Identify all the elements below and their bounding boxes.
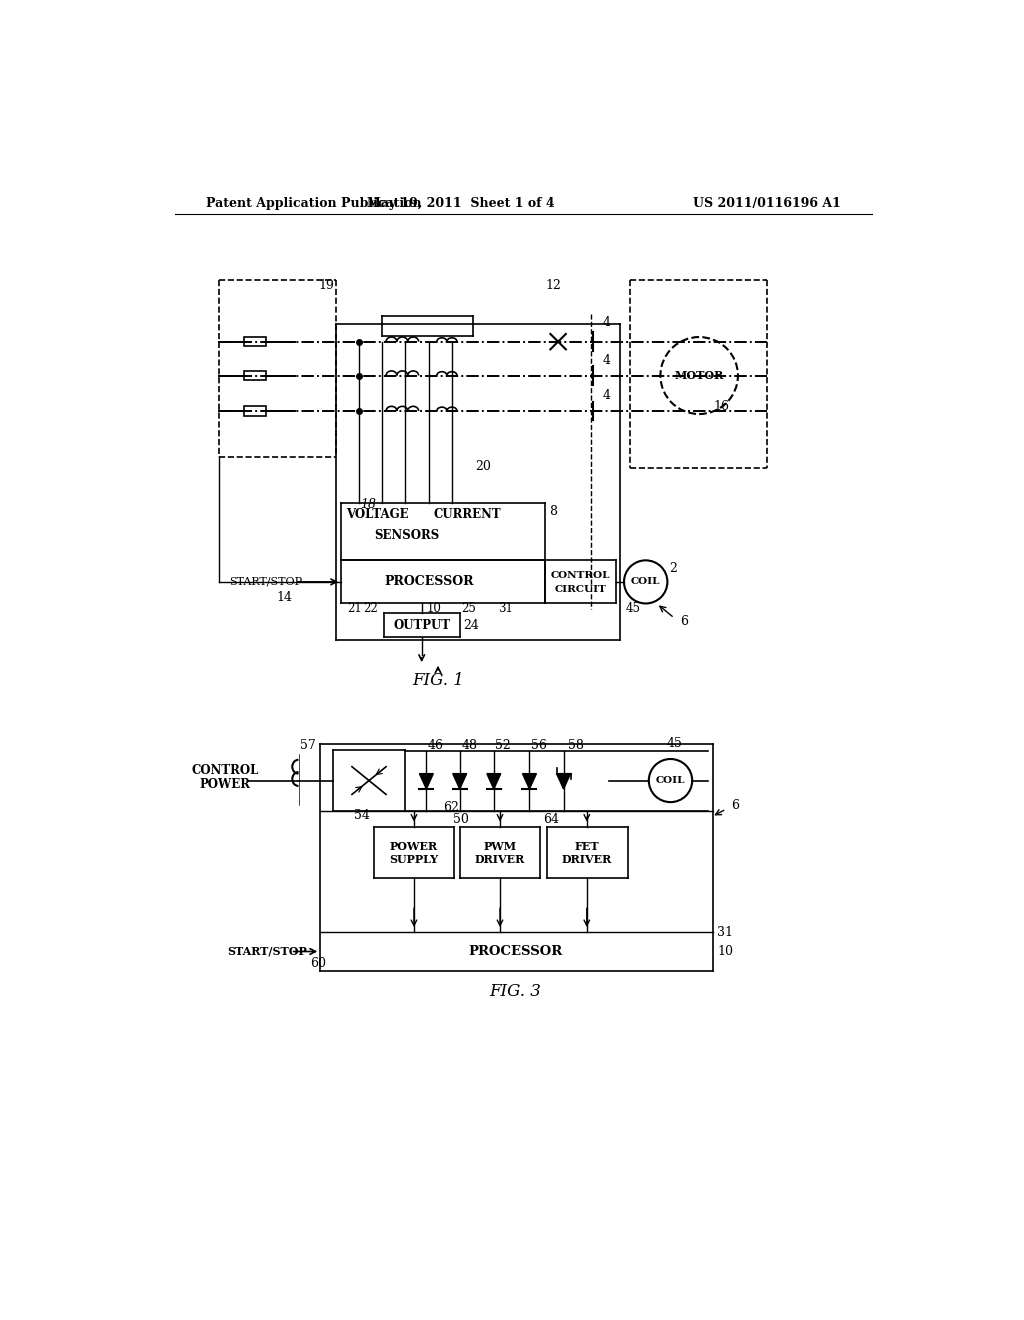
Text: 58: 58 bbox=[568, 739, 584, 751]
Text: COIL: COIL bbox=[655, 776, 685, 785]
Text: 45: 45 bbox=[667, 737, 683, 750]
Text: 19: 19 bbox=[318, 279, 335, 292]
Text: Patent Application Publication: Patent Application Publication bbox=[206, 197, 421, 210]
Text: 52: 52 bbox=[496, 739, 511, 751]
Text: 57: 57 bbox=[300, 739, 315, 752]
Text: 6: 6 bbox=[680, 615, 688, 628]
Text: 10: 10 bbox=[426, 602, 441, 615]
Text: MOTOR: MOTOR bbox=[675, 370, 724, 381]
Text: 62: 62 bbox=[443, 801, 460, 814]
Text: PWM: PWM bbox=[483, 841, 516, 851]
Bar bbox=[245, 337, 266, 346]
Text: POWER: POWER bbox=[390, 841, 438, 851]
Polygon shape bbox=[453, 774, 467, 789]
Text: 25: 25 bbox=[461, 602, 476, 615]
Text: VOLTAGE: VOLTAGE bbox=[346, 508, 409, 521]
Text: DRIVER: DRIVER bbox=[475, 854, 525, 866]
Text: US 2011/0116196 A1: US 2011/0116196 A1 bbox=[693, 197, 841, 210]
Text: 2: 2 bbox=[669, 561, 677, 574]
Text: COIL: COIL bbox=[631, 577, 660, 586]
Text: SENSORS: SENSORS bbox=[375, 529, 439, 543]
Text: 12: 12 bbox=[545, 279, 561, 292]
Text: 64: 64 bbox=[543, 813, 559, 825]
Text: 46: 46 bbox=[428, 739, 444, 751]
Text: 16: 16 bbox=[713, 400, 729, 413]
Text: 20: 20 bbox=[475, 459, 492, 473]
Text: 22: 22 bbox=[362, 602, 378, 615]
Text: POWER: POWER bbox=[200, 777, 251, 791]
Polygon shape bbox=[420, 774, 433, 789]
Polygon shape bbox=[557, 774, 570, 789]
Text: 8: 8 bbox=[549, 504, 557, 517]
Text: CONTROL: CONTROL bbox=[551, 572, 610, 581]
Text: DRIVER: DRIVER bbox=[562, 854, 612, 866]
Text: May 19, 2011  Sheet 1 of 4: May 19, 2011 Sheet 1 of 4 bbox=[368, 197, 555, 210]
Text: 4: 4 bbox=[602, 315, 610, 329]
Text: 14: 14 bbox=[276, 591, 293, 603]
Text: 56: 56 bbox=[531, 739, 547, 751]
Text: OUTPUT: OUTPUT bbox=[393, 619, 451, 631]
Text: 48: 48 bbox=[461, 739, 477, 751]
Text: START/STOP: START/STOP bbox=[228, 577, 302, 587]
Text: 54: 54 bbox=[354, 809, 370, 822]
Text: START/STOP: START/STOP bbox=[227, 946, 307, 957]
Text: FIG. 1: FIG. 1 bbox=[412, 672, 464, 689]
Text: CURRENT: CURRENT bbox=[433, 508, 502, 521]
Text: 60: 60 bbox=[310, 957, 326, 970]
Text: 4: 4 bbox=[602, 354, 610, 367]
Text: 45: 45 bbox=[626, 602, 641, 615]
Bar bbox=[245, 407, 266, 416]
Text: 10: 10 bbox=[717, 945, 733, 958]
Text: 21: 21 bbox=[347, 602, 362, 615]
Polygon shape bbox=[522, 774, 537, 789]
Text: FIG. 3: FIG. 3 bbox=[489, 983, 542, 1001]
Text: 31: 31 bbox=[717, 925, 733, 939]
Text: 6: 6 bbox=[731, 799, 739, 812]
Text: CONTROL: CONTROL bbox=[191, 764, 259, 777]
Text: FET: FET bbox=[574, 841, 599, 851]
Text: CIRCUIT: CIRCUIT bbox=[555, 585, 606, 594]
Text: PROCESSOR: PROCESSOR bbox=[384, 576, 473, 589]
Bar bbox=[245, 371, 266, 380]
Text: 4: 4 bbox=[602, 389, 610, 403]
Text: PROCESSOR: PROCESSOR bbox=[468, 945, 562, 958]
Text: 31: 31 bbox=[499, 602, 513, 615]
Text: 18: 18 bbox=[360, 499, 377, 511]
Text: SUPPLY: SUPPLY bbox=[389, 854, 438, 866]
Text: 50: 50 bbox=[454, 813, 469, 825]
Text: 24: 24 bbox=[464, 619, 479, 631]
Polygon shape bbox=[486, 774, 501, 789]
